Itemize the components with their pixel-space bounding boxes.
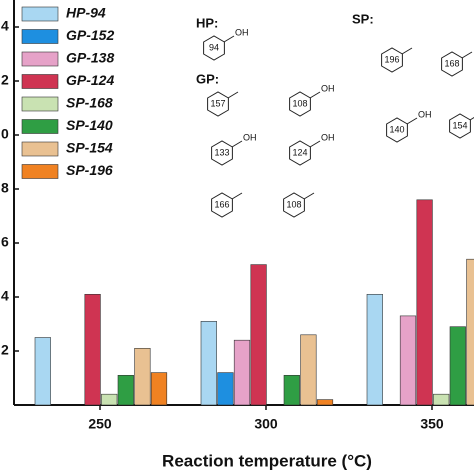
bar bbox=[34, 337, 51, 406]
legend-label: GP-152 bbox=[66, 27, 114, 43]
legend-label: GP-124 bbox=[66, 72, 114, 88]
molecule-bond bbox=[303, 192, 315, 200]
bar bbox=[316, 399, 334, 406]
bar bbox=[449, 326, 466, 406]
ring-label: 154 bbox=[452, 120, 467, 130]
ring-label: 168 bbox=[444, 58, 459, 68]
legend-label: SP-140 bbox=[66, 117, 113, 133]
bar bbox=[466, 258, 474, 406]
legend-label: SP-196 bbox=[66, 162, 113, 178]
x-axis-label: Reaction temperature (°C) bbox=[162, 451, 372, 470]
molecule-bond bbox=[231, 192, 243, 200]
ring-label: 94 bbox=[209, 42, 219, 52]
bar bbox=[250, 264, 267, 406]
bar bbox=[366, 293, 383, 406]
ring-label: 166 bbox=[214, 199, 229, 209]
legend-swatch bbox=[21, 51, 59, 67]
bar bbox=[399, 315, 417, 406]
x-tick-label: 350 bbox=[420, 416, 444, 432]
legend-label: GP-138 bbox=[66, 50, 114, 66]
y-tick-label: 2 bbox=[1, 72, 9, 88]
legend-swatch bbox=[21, 164, 59, 179]
annotation: HP: bbox=[196, 15, 218, 30]
bar bbox=[416, 199, 433, 406]
molecule-bond bbox=[461, 51, 473, 59]
ring-label: 124 bbox=[292, 147, 307, 157]
molecule-bond bbox=[231, 140, 243, 148]
legend-label: HP-94 bbox=[66, 5, 106, 21]
ring-label: 157 bbox=[210, 98, 225, 108]
y-tick-label: 4 bbox=[1, 288, 9, 304]
bar bbox=[300, 334, 317, 406]
ring-label: 140 bbox=[389, 124, 404, 134]
legend-label: SP-154 bbox=[66, 140, 113, 156]
x-tick-label: 300 bbox=[254, 416, 278, 432]
bar bbox=[150, 372, 168, 406]
molecule-bond bbox=[227, 91, 239, 99]
bar bbox=[200, 320, 217, 406]
molecule-bond bbox=[401, 47, 413, 55]
y-tick-label: 6 bbox=[1, 234, 9, 250]
ring-label: 196 bbox=[384, 54, 399, 64]
ring-label: 133 bbox=[214, 147, 229, 157]
substituent-label: OH bbox=[321, 132, 335, 142]
x-tick-label: 250 bbox=[88, 416, 112, 432]
bar bbox=[117, 374, 134, 406]
molecule-bond bbox=[309, 91, 321, 99]
bar bbox=[101, 393, 118, 406]
y-tick-label: 8 bbox=[1, 180, 9, 196]
legend-swatch bbox=[21, 141, 59, 157]
y-tick-label: 4 bbox=[1, 18, 9, 34]
y-tick-label: 0 bbox=[1, 126, 9, 142]
substituent-label: OH bbox=[418, 109, 432, 119]
legend-swatch bbox=[21, 96, 59, 112]
bar bbox=[134, 347, 151, 406]
legend-swatch bbox=[21, 74, 59, 89]
legend-swatch bbox=[21, 6, 59, 22]
bar bbox=[84, 293, 101, 406]
bar bbox=[283, 374, 300, 406]
substituent-label: OH bbox=[243, 132, 257, 142]
legend-swatch bbox=[21, 29, 59, 44]
molecule-bond bbox=[406, 117, 418, 125]
legend-swatch bbox=[21, 119, 59, 134]
annotation: GP: bbox=[196, 71, 219, 86]
molecule-bond bbox=[469, 117, 474, 121]
molecule-bond bbox=[309, 140, 321, 148]
annotation: SP: bbox=[352, 11, 374, 26]
legend-label: SP-168 bbox=[66, 95, 113, 111]
ring-label: 108 bbox=[286, 199, 301, 209]
molecule-bond bbox=[223, 35, 235, 43]
bar bbox=[433, 393, 450, 406]
substituent-label: OH bbox=[321, 83, 335, 93]
y-tick-label: 2 bbox=[1, 342, 9, 358]
bar bbox=[217, 372, 234, 406]
substituent-label: OH bbox=[235, 27, 249, 37]
ring-label: 108 bbox=[292, 98, 307, 108]
bar bbox=[233, 339, 251, 406]
